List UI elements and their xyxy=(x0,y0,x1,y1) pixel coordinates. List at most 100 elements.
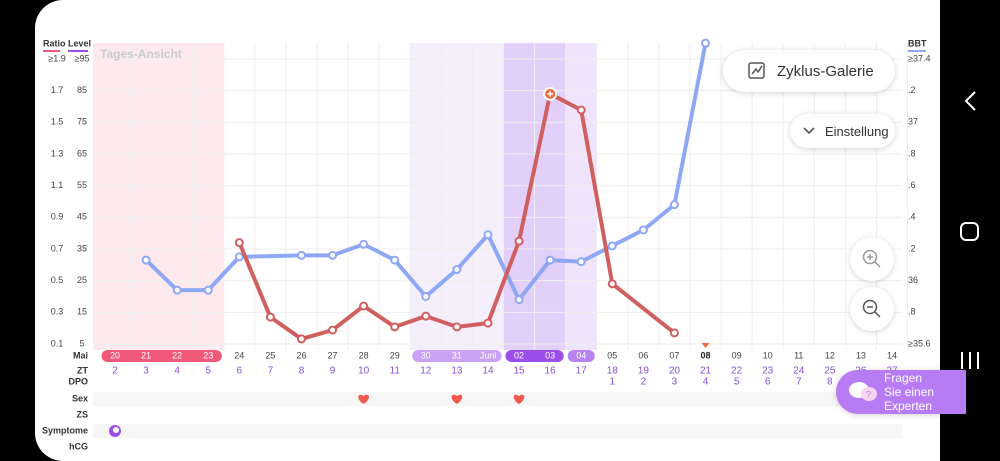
tick-label: ≥35.6 xyxy=(908,338,930,348)
dpo-label: 2 xyxy=(641,377,647,388)
zt-label: 21 xyxy=(700,366,712,377)
date-label: 14 xyxy=(887,350,897,360)
watermark: Tages-Ansicht xyxy=(100,47,182,61)
date-label: 31 xyxy=(452,350,462,360)
icon xyxy=(803,127,815,135)
zt-label: 13 xyxy=(451,366,463,377)
date-label: 03 xyxy=(545,350,555,360)
point xyxy=(390,322,400,332)
ask-text: Fragen Sie einen Experten xyxy=(884,371,934,413)
date-pill xyxy=(567,350,595,362)
dpo-label: 5 xyxy=(734,377,740,388)
point xyxy=(390,255,400,265)
row-label: ZS xyxy=(76,409,88,419)
tick-label: 0.1 xyxy=(51,338,64,348)
date-label: 13 xyxy=(856,350,866,360)
svg-text:?: ? xyxy=(866,389,871,399)
phase-band xyxy=(93,43,224,350)
tick-label: 0.9 xyxy=(51,212,64,222)
date-label: 27 xyxy=(328,350,338,360)
tick-label: 36 xyxy=(908,275,918,285)
tick-label: 37 xyxy=(908,117,918,127)
dpo-label: 3 xyxy=(672,377,678,388)
point xyxy=(483,230,493,240)
tick-label: 1.7 xyxy=(51,85,64,95)
settings-button[interactable]: Einstellung xyxy=(790,114,895,148)
phase-band xyxy=(565,43,597,350)
zt-label: 12 xyxy=(420,366,432,377)
point xyxy=(328,325,338,335)
heart xyxy=(358,394,369,404)
point xyxy=(296,334,306,344)
settings-label: Einstellung xyxy=(825,123,889,139)
zt-label: 16 xyxy=(545,366,557,377)
date-label: 02 xyxy=(514,350,524,360)
zoom-out[interactable] xyxy=(850,287,894,331)
tick-label: .2 xyxy=(908,243,916,253)
point xyxy=(576,105,586,115)
today-marker xyxy=(701,343,710,348)
point xyxy=(576,257,586,267)
zt-label: 4 xyxy=(174,366,180,377)
point xyxy=(141,255,151,265)
tick-label: ≥1.9 xyxy=(48,53,65,63)
nav-home[interactable] xyxy=(960,222,979,241)
date-label: 28 xyxy=(359,350,369,360)
peak-plus xyxy=(547,90,554,97)
row-label: hCG xyxy=(69,441,88,451)
zt-label: 20 xyxy=(669,366,681,377)
zt-label: 15 xyxy=(513,366,525,377)
point xyxy=(421,292,431,301)
axis-label: Ratio xyxy=(43,38,66,48)
tick-label: 55 xyxy=(77,180,87,190)
gallery-button[interactable]: Zyklus-Galerie xyxy=(723,50,895,92)
tick-label: 1.5 xyxy=(51,117,64,127)
point xyxy=(296,250,306,260)
row-label: ZT xyxy=(77,365,88,375)
date-label: 11 xyxy=(794,350,803,360)
tick-label: 0.5 xyxy=(51,275,64,285)
point xyxy=(483,318,493,328)
tick-label: .6 xyxy=(908,180,916,190)
row-band xyxy=(93,424,902,438)
date-label: 08 xyxy=(701,350,711,360)
tick-label: ≥37.4 xyxy=(908,53,930,63)
tick-label: 1.1 xyxy=(51,180,64,190)
series-line xyxy=(237,91,676,341)
zt-label: 8 xyxy=(299,366,305,377)
point xyxy=(669,328,679,338)
zt-label: 22 xyxy=(731,366,743,377)
zt-label: 11 xyxy=(390,366,401,377)
dpo-label: 8 xyxy=(827,377,833,388)
tick-label: 0.7 xyxy=(51,243,64,253)
date-label: 24 xyxy=(234,350,244,360)
zt-label: 17 xyxy=(576,366,588,377)
zt-label: 2 xyxy=(112,366,118,377)
symptom-icon-inner xyxy=(113,427,119,433)
zt-label: 6 xyxy=(237,366,243,377)
point xyxy=(701,38,711,48)
row-band xyxy=(93,392,902,406)
phase-band xyxy=(410,43,504,350)
nav-back[interactable] xyxy=(964,91,976,111)
axis-label: BBT xyxy=(908,38,927,48)
point xyxy=(234,238,244,248)
heart xyxy=(513,394,525,404)
date-label: 06 xyxy=(638,350,648,360)
ask-line: Sie einen xyxy=(884,385,935,399)
ask-line: Experten xyxy=(884,399,933,413)
ask-expert-button[interactable]: ? Fragen Sie einen Experten xyxy=(836,370,966,414)
point xyxy=(669,200,679,210)
point xyxy=(514,236,524,246)
icon xyxy=(862,249,881,268)
date-pill xyxy=(101,350,222,362)
nav-recent[interactable] xyxy=(961,352,979,369)
ask-line: Fragen xyxy=(884,371,923,385)
zoom-in[interactable] xyxy=(850,237,894,281)
tick-label: 35 xyxy=(77,243,87,253)
row-label: Sex xyxy=(72,393,88,403)
date-label: 09 xyxy=(732,350,742,360)
point xyxy=(514,295,524,305)
